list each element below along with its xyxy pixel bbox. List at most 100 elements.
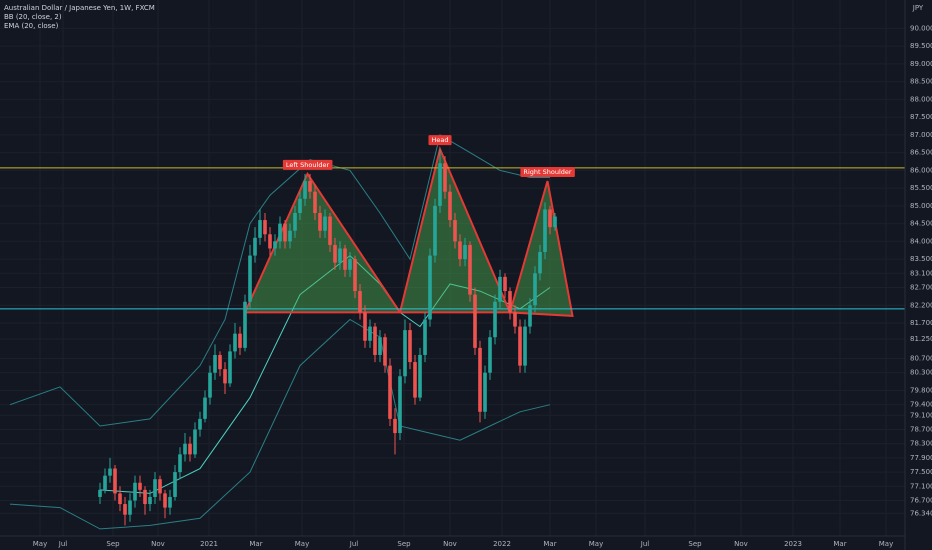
candle-body <box>233 333 237 352</box>
candle-body <box>438 163 442 206</box>
candle-body <box>543 209 547 253</box>
candle-body <box>143 489 147 505</box>
candle-body <box>468 244 472 295</box>
candle-body <box>158 479 162 494</box>
candle-body <box>333 244 337 263</box>
candle-body <box>273 241 277 249</box>
candle-body <box>213 354 217 373</box>
y-tick-label: 85.000 <box>910 202 932 210</box>
candle-body <box>363 312 367 341</box>
x-tick-label: May <box>879 540 893 548</box>
candle-body <box>488 337 492 373</box>
candle-body <box>403 330 407 377</box>
y-tick-label: 77.900 <box>910 454 932 462</box>
y-tick-label: 87.500 <box>910 113 932 121</box>
candle-body <box>373 326 377 355</box>
candle-body <box>313 191 317 213</box>
candle-body <box>238 333 242 348</box>
x-tick-label: Sep <box>106 540 120 548</box>
y-tick-label: 83.500 <box>910 255 932 263</box>
y-tick-label: 78.300 <box>910 440 932 448</box>
y-tick-label: 89.500 <box>910 42 932 50</box>
pattern-label-box <box>520 167 575 178</box>
candle-body <box>153 479 157 497</box>
candle-body <box>163 493 167 508</box>
y-tick-label: 82.700 <box>910 284 932 292</box>
y-tick-label: 85.500 <box>910 184 932 192</box>
candle-body <box>523 326 527 366</box>
candle-body <box>283 223 287 242</box>
y-tick-label: 84.500 <box>910 220 932 228</box>
candle-body <box>338 248 342 263</box>
x-tick-label: Jul <box>58 540 68 548</box>
candle-body <box>148 496 152 505</box>
candle-body <box>203 397 207 419</box>
candle-body <box>278 223 282 242</box>
candle-body <box>183 443 187 455</box>
chart-title: Australian Dollar / Japanese Yen, 1W, FX… <box>4 4 155 12</box>
y-tick-label: 80.300 <box>910 369 932 377</box>
candle-body <box>293 212 297 231</box>
indicator-line <box>9 318 551 530</box>
y-tick-label: 83.100 <box>910 269 932 277</box>
candle-body <box>228 351 232 384</box>
x-tick-label: 2021 <box>200 540 218 548</box>
candle-body <box>103 475 107 490</box>
y-tick-label: 80.700 <box>910 355 932 363</box>
candle-body <box>428 255 432 320</box>
candle-body <box>463 244 467 260</box>
pattern-label: Head <box>432 136 449 144</box>
y-tick-label: 81.700 <box>910 319 932 327</box>
x-tick-label: 2023 <box>784 540 802 548</box>
x-tick-label: May <box>33 540 47 548</box>
candle-body <box>358 291 362 313</box>
candle-body <box>423 319 427 355</box>
y-tick-label: 88.500 <box>910 78 932 86</box>
candle-body <box>413 362 417 398</box>
candle-body <box>323 216 327 231</box>
candle-body <box>548 209 552 228</box>
y-tick-label: 76.340 <box>910 509 932 517</box>
candle-body <box>498 276 502 302</box>
y-tick-label: 79.100 <box>910 411 932 419</box>
y-tick-label: 86.000 <box>910 166 932 174</box>
candle-body <box>393 418 397 434</box>
candle-body <box>303 181 307 199</box>
candle-body <box>108 468 112 476</box>
x-tick-label: Sep <box>397 540 411 548</box>
candle-body <box>458 241 462 260</box>
candle-body <box>198 418 202 430</box>
candle-body <box>473 294 477 348</box>
candle-body <box>343 248 347 270</box>
candle-body <box>98 489 102 497</box>
x-tick-label: Sep <box>688 540 702 548</box>
indicator-label: BB (20, close, 2) <box>4 13 62 21</box>
indicator-line <box>9 134 550 427</box>
candle-body <box>368 326 372 341</box>
candle-body <box>118 493 122 505</box>
y-tick-label: 78.700 <box>910 426 932 434</box>
candle-body <box>193 429 197 455</box>
candle-body <box>258 220 262 238</box>
candle-body <box>418 354 422 398</box>
x-tick-label: Jul <box>640 540 650 548</box>
candle-body <box>223 369 227 384</box>
candle-body <box>243 301 247 348</box>
x-tick-label: 2022 <box>493 540 511 548</box>
y-tick-label: 84.000 <box>910 237 932 245</box>
candle-body <box>448 191 452 221</box>
x-tick-label: May <box>295 540 309 548</box>
candle-body <box>128 500 132 515</box>
candle-body <box>298 198 302 213</box>
candle-body <box>138 482 142 490</box>
candle-body <box>483 372 487 412</box>
x-tick-label: Mar <box>249 540 262 548</box>
candle-body <box>173 472 177 497</box>
y-tick-label: 87.000 <box>910 131 932 139</box>
x-tick-label: Nov <box>151 540 165 548</box>
candle-body <box>178 454 182 473</box>
grid <box>0 0 905 536</box>
y-tick-label: 88.000 <box>910 95 932 103</box>
candle-body <box>218 354 222 370</box>
